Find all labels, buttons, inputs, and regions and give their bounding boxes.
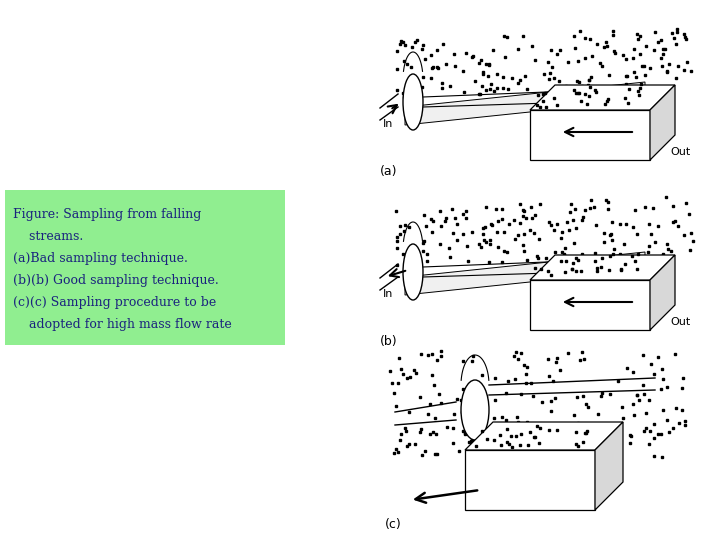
- Text: (b): (b): [380, 335, 397, 348]
- Text: Figure: Sampling from falling: Figure: Sampling from falling: [13, 208, 202, 221]
- Text: Out: Out: [670, 317, 690, 327]
- Polygon shape: [650, 255, 675, 330]
- Ellipse shape: [461, 380, 489, 440]
- Polygon shape: [595, 422, 623, 510]
- FancyBboxPatch shape: [5, 190, 285, 345]
- Polygon shape: [465, 450, 595, 510]
- Polygon shape: [530, 255, 675, 280]
- Ellipse shape: [403, 74, 423, 130]
- Polygon shape: [405, 82, 645, 125]
- Text: (c): (c): [385, 518, 402, 531]
- Text: Out: Out: [670, 147, 690, 157]
- Text: adopted for high mass flow rate: adopted for high mass flow rate: [13, 318, 232, 331]
- Text: In: In: [383, 289, 393, 299]
- Polygon shape: [530, 110, 650, 160]
- Polygon shape: [530, 85, 675, 110]
- Text: (b)(b) Good sampling technique.: (b)(b) Good sampling technique.: [13, 274, 219, 287]
- Text: (c)(c) Sampling procedure to be: (c)(c) Sampling procedure to be: [13, 296, 216, 309]
- Ellipse shape: [403, 244, 423, 300]
- Text: (a): (a): [380, 165, 397, 178]
- Polygon shape: [650, 85, 675, 160]
- Polygon shape: [405, 252, 645, 295]
- Text: streams.: streams.: [13, 230, 84, 243]
- Polygon shape: [465, 422, 623, 450]
- Polygon shape: [530, 280, 650, 330]
- Text: (a)Bad sampling technique.: (a)Bad sampling technique.: [13, 252, 188, 265]
- Text: In: In: [383, 119, 393, 129]
